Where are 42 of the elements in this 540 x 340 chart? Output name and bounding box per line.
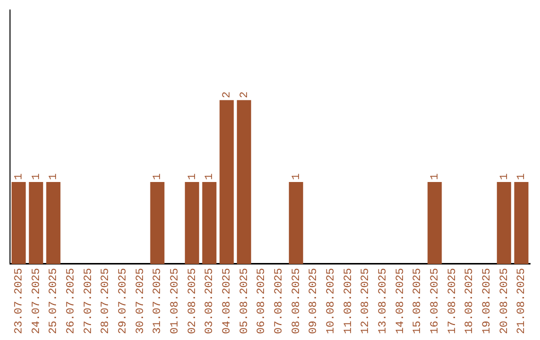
x-tick-label: 03.08.2025 bbox=[204, 268, 216, 334]
x-tick-label: 13.08.2025 bbox=[378, 268, 390, 334]
x-tick-label: 10.08.2025 bbox=[326, 268, 338, 334]
x-tick-label: 16.08.2025 bbox=[430, 268, 442, 334]
x-tick-label: 30.07.2025 bbox=[134, 268, 147, 334]
x-tick-label: 05.08.2025 bbox=[238, 268, 251, 334]
x-tick-label: 08.08.2025 bbox=[290, 268, 303, 334]
x-tick-label: 14.08.2025 bbox=[394, 268, 407, 334]
x-tick-label: 29.07.2025 bbox=[118, 268, 130, 334]
x-tick-label: 11.08.2025 bbox=[342, 268, 355, 334]
x-tick-label: 27.07.2025 bbox=[82, 268, 95, 334]
data-label: 1 bbox=[48, 173, 60, 180]
x-tick-label: 09.08.2025 bbox=[308, 268, 320, 334]
data-label: 1 bbox=[498, 173, 511, 180]
x-tick-label: 12.08.2025 bbox=[360, 268, 372, 334]
data-label: 1 bbox=[14, 173, 26, 180]
x-tick-label: 06.08.2025 bbox=[256, 268, 268, 334]
x-tick-label: 20.08.2025 bbox=[498, 268, 511, 334]
x-tick-label: 01.08.2025 bbox=[170, 268, 182, 334]
x-tick-label: 26.07.2025 bbox=[66, 268, 78, 334]
x-tick-label: 07.08.2025 bbox=[274, 268, 286, 334]
x-tick-label: 24.07.2025 bbox=[30, 268, 43, 334]
x-tick-label: 15.08.2025 bbox=[412, 268, 424, 334]
x-tick-label: 21.08.2025 bbox=[516, 268, 528, 334]
data-label: 1 bbox=[290, 173, 303, 180]
data-label: 2 bbox=[238, 92, 251, 98]
x-tick-label: 02.08.2025 bbox=[186, 268, 199, 334]
data-label: 1 bbox=[516, 173, 528, 180]
data-label: 1 bbox=[30, 173, 43, 180]
x-tick-label: 23.07.2025 bbox=[14, 268, 26, 334]
data-label: 1 bbox=[204, 173, 216, 180]
x-tick-label: 28.07.2025 bbox=[100, 268, 112, 334]
x-tick-label: 25.07.2025 bbox=[48, 268, 60, 334]
x-tick-label: 17.08.2025 bbox=[446, 268, 459, 334]
data-label: 1 bbox=[430, 173, 442, 180]
data-label: 1 bbox=[186, 173, 199, 180]
x-tick-label: 31.07.2025 bbox=[152, 268, 164, 334]
x-tick-label: 04.08.2025 bbox=[222, 268, 234, 334]
x-tick-label: 18.08.2025 bbox=[464, 268, 476, 334]
data-label: 1 bbox=[152, 173, 164, 180]
x-tick-label: 19.08.2025 bbox=[482, 268, 494, 334]
data-label: 2 bbox=[222, 92, 234, 98]
